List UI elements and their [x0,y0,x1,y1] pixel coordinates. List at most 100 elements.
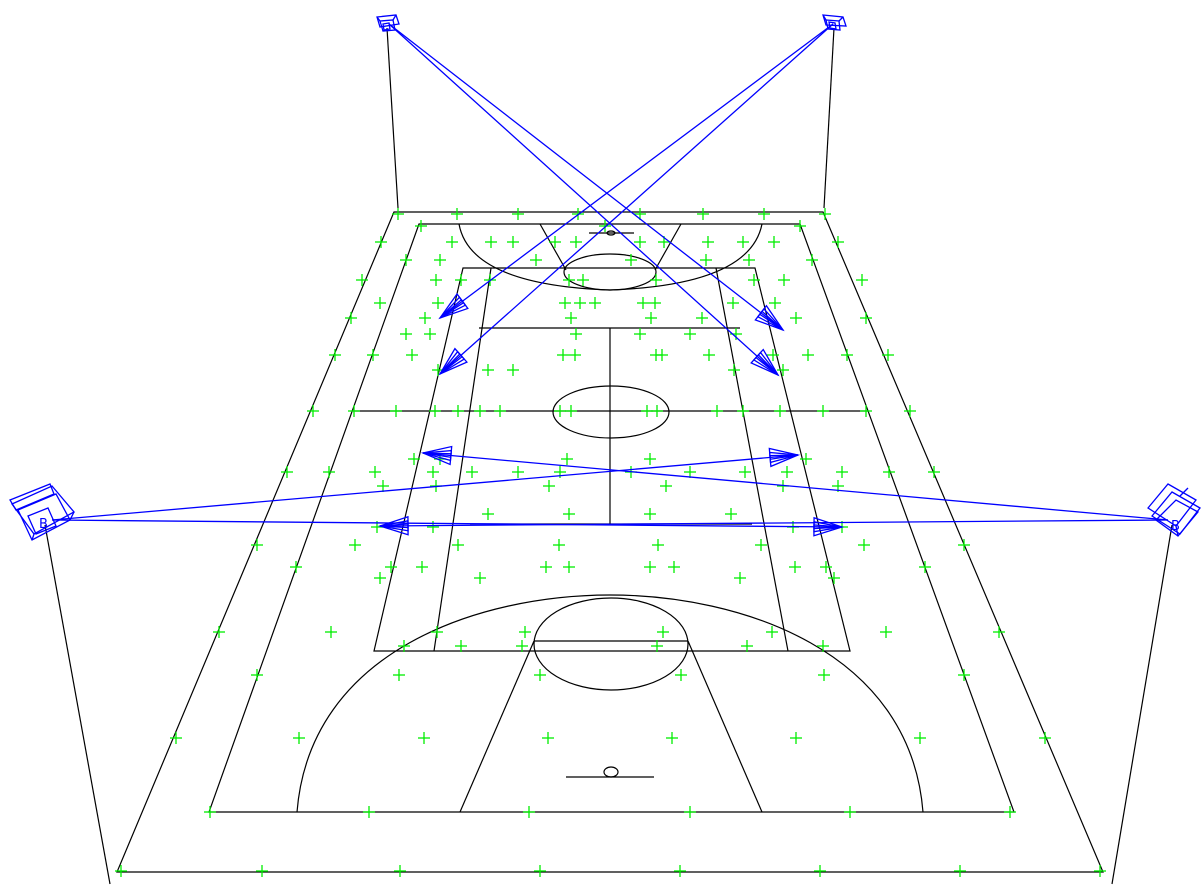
measurement-point [766,626,778,638]
measurement-point [778,274,790,286]
aiming-ray [420,445,1169,521]
measurement-point [430,274,442,286]
measurement-point [684,328,696,340]
measurement-point [204,806,216,818]
measurement-point [904,405,916,417]
fixture-label: B [39,517,48,532]
measurement-point [393,669,405,681]
measurement-point [828,572,840,584]
measurement-point [553,539,565,551]
measurement-point [563,508,575,520]
measurement-point [446,236,458,248]
near-free-throw-circle [533,597,689,691]
measurement-point [563,274,575,286]
measurement-point [883,466,895,478]
measurement-point [634,328,646,340]
measurement-point [777,364,789,376]
measurement-point [858,539,870,551]
far-key-right [654,223,682,271]
floodlight-icon [822,14,847,31]
measurement-point [739,466,751,478]
aiming-ray [438,23,834,376]
measurement-point [818,669,830,681]
measurement-point [516,640,528,652]
measurement-point [684,466,696,478]
court-markings [116,211,1104,873]
measurement-point [1004,806,1016,818]
aiming-ray [438,23,834,320]
measurement-point [794,220,806,232]
measurement-point [649,297,661,309]
measurement-point [856,274,868,286]
measurement-point [919,561,931,573]
measurement-point [418,732,430,744]
measurement-point [790,732,802,744]
measurement-point [684,806,696,818]
measurement-point [844,806,856,818]
measurement-point [170,732,182,744]
measurement-point [697,208,709,220]
measurement-point [374,297,386,309]
measurement-point [1039,732,1051,744]
measurement-point [728,364,740,376]
mast-near-right [1111,524,1173,885]
measurement-point [307,405,319,417]
measurement-point [675,669,687,681]
measurement-point [466,466,478,478]
measurement-point [674,865,686,877]
measurement-point [374,572,386,584]
measurement-point [599,220,611,232]
measurement-point [507,236,519,248]
measurement-point [323,466,335,478]
measurement-point [993,626,1005,638]
measurement-point [363,806,375,818]
measurement-point [290,561,302,573]
measurement-point [734,572,746,584]
measurement-point [644,561,656,573]
outer-boundary [116,211,1104,873]
measurement-point [743,254,755,266]
measurement-point [213,626,225,638]
measurement-point [474,572,486,584]
measurement-point [769,297,781,309]
measurement-point [589,297,601,309]
measurement-point [419,312,431,324]
measurement-point [434,254,446,266]
measurement-point [1094,865,1106,877]
measurement-point [367,349,379,361]
aiming-ray [388,23,785,332]
measurement-point [542,732,554,744]
near-key-right [687,640,763,813]
measurement-point [806,254,818,266]
measurement-point [432,297,444,309]
measurement-point [256,865,268,877]
measurement-point [781,466,793,478]
measurement-point [660,480,672,492]
near-three-point-arc [296,594,924,813]
measurement-point [650,274,662,286]
floodlight-icon [9,483,76,541]
measurement-point [512,466,524,478]
measurement-point [565,312,577,324]
measurement-point [789,561,801,573]
measurement-point [406,349,418,361]
inner-left-line [433,267,492,652]
measurement-point [790,312,802,324]
measurement-point [767,349,779,361]
measurement-point [408,453,420,465]
measurement-point [860,312,872,324]
measurement-point [251,669,263,681]
measurement-point [817,640,829,652]
measurement-point [644,508,656,520]
measurement-point [507,364,519,376]
measurement-point [429,405,441,417]
measurement-point [725,508,737,520]
measurement-point [702,236,714,248]
measurement-point [652,539,664,551]
aiming-ray [51,516,845,537]
measurement-point [768,236,780,248]
measurement-point [817,405,829,417]
measurement-point [727,297,739,309]
